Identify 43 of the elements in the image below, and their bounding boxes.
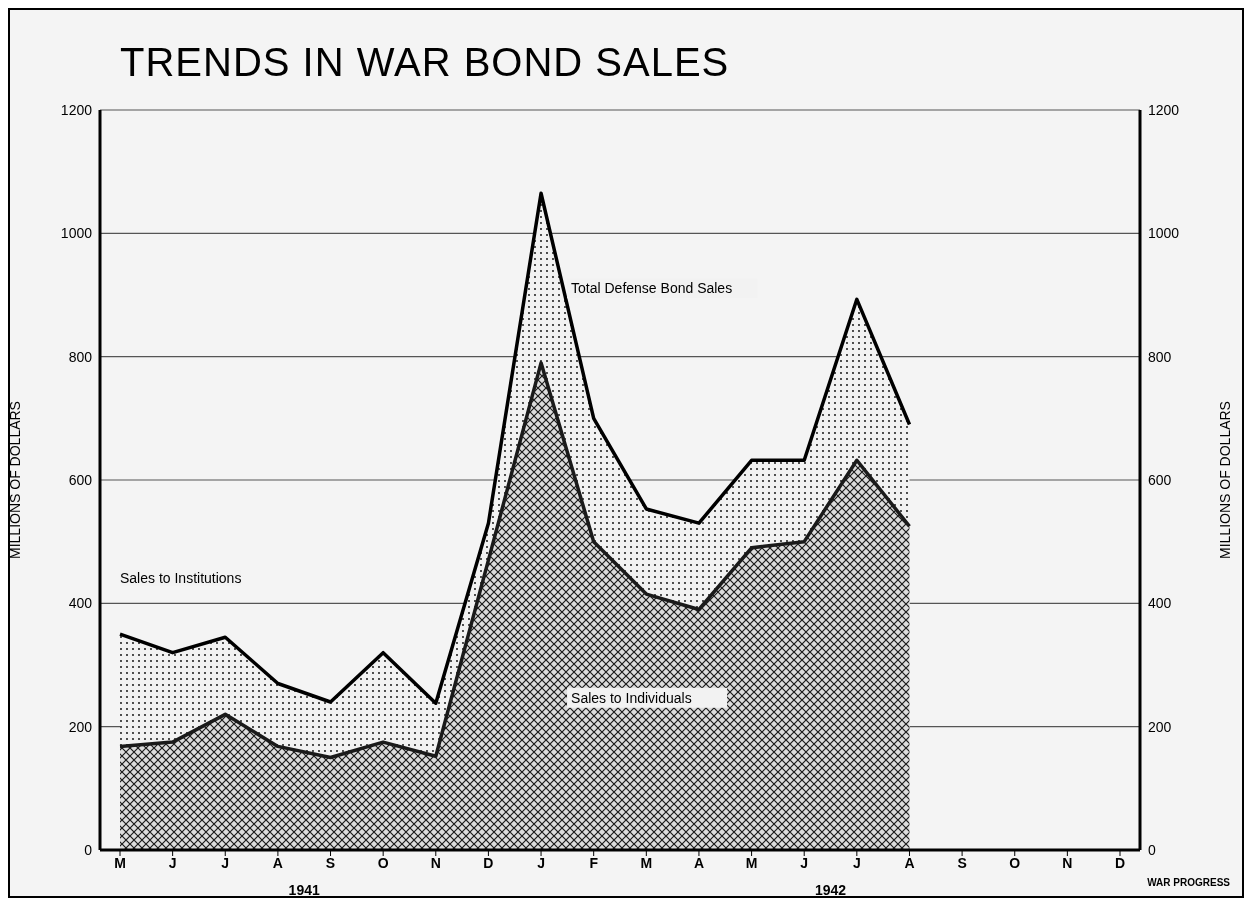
y2-tick-label: 0 — [1148, 841, 1156, 858]
x-tick-label: J — [537, 854, 545, 871]
x-tick-label: J — [221, 854, 230, 871]
x-tick-label: A — [272, 854, 283, 871]
y2-tick-label: 800 — [1148, 348, 1172, 365]
x-tick-label: J — [168, 854, 177, 871]
y-tick-label: 400 — [68, 595, 93, 612]
x-tick-label: F — [589, 854, 599, 871]
text: 1942 — [813, 882, 848, 898]
x-tick-label: S — [325, 854, 336, 871]
x-tick-label: O — [377, 854, 389, 871]
y-tick-label: 0 — [84, 841, 93, 858]
x-tick-label: M — [745, 854, 758, 871]
x-tick-label: J — [800, 854, 809, 871]
series-label: Sales to Individuals — [571, 689, 692, 706]
y-tick-label: 200 — [68, 718, 93, 735]
text: 1941 — [287, 882, 321, 898]
y-tick-label: 1200 — [60, 101, 93, 118]
x-tick-label: N — [1062, 854, 1073, 871]
series-label: Total Defense Bond Sales — [571, 280, 733, 297]
y-axis-title: MILLIONS OF DOLLARS — [6, 401, 23, 559]
x-tick-label: O — [1009, 854, 1021, 871]
x-tick-label: D — [483, 854, 494, 871]
chart-title: TRENDS IN WAR BOND SALES — [120, 40, 730, 85]
y-tick-label: 800 — [68, 348, 93, 365]
y-tick-label: 600 — [68, 471, 93, 488]
x-tick-label: A — [693, 854, 705, 871]
y2-tick-label: 200 — [1148, 718, 1172, 735]
y2-tick-label: 1000 — [1148, 225, 1180, 242]
x-tick-label: D — [1114, 854, 1126, 871]
text: WAR PROGRESS — [1147, 877, 1230, 888]
x-tick-label: S — [957, 854, 967, 871]
x-tick-label: M — [114, 854, 126, 871]
y2-tick-label: 600 — [1148, 471, 1172, 488]
x-tick-label: J — [852, 854, 861, 871]
x-tick-label: A — [904, 854, 915, 871]
y-tick-label: 1000 — [60, 225, 93, 242]
y2-axis-title: MILLIONS OF DOLLARS — [1216, 401, 1233, 559]
annotation: Sales to Institutions — [120, 570, 242, 586]
x-tick-label: M — [640, 854, 653, 871]
x-tick-label: N — [430, 854, 441, 871]
y2-tick-label: 400 — [1148, 595, 1172, 612]
y2-tick-label: 1200 — [1148, 101, 1180, 118]
